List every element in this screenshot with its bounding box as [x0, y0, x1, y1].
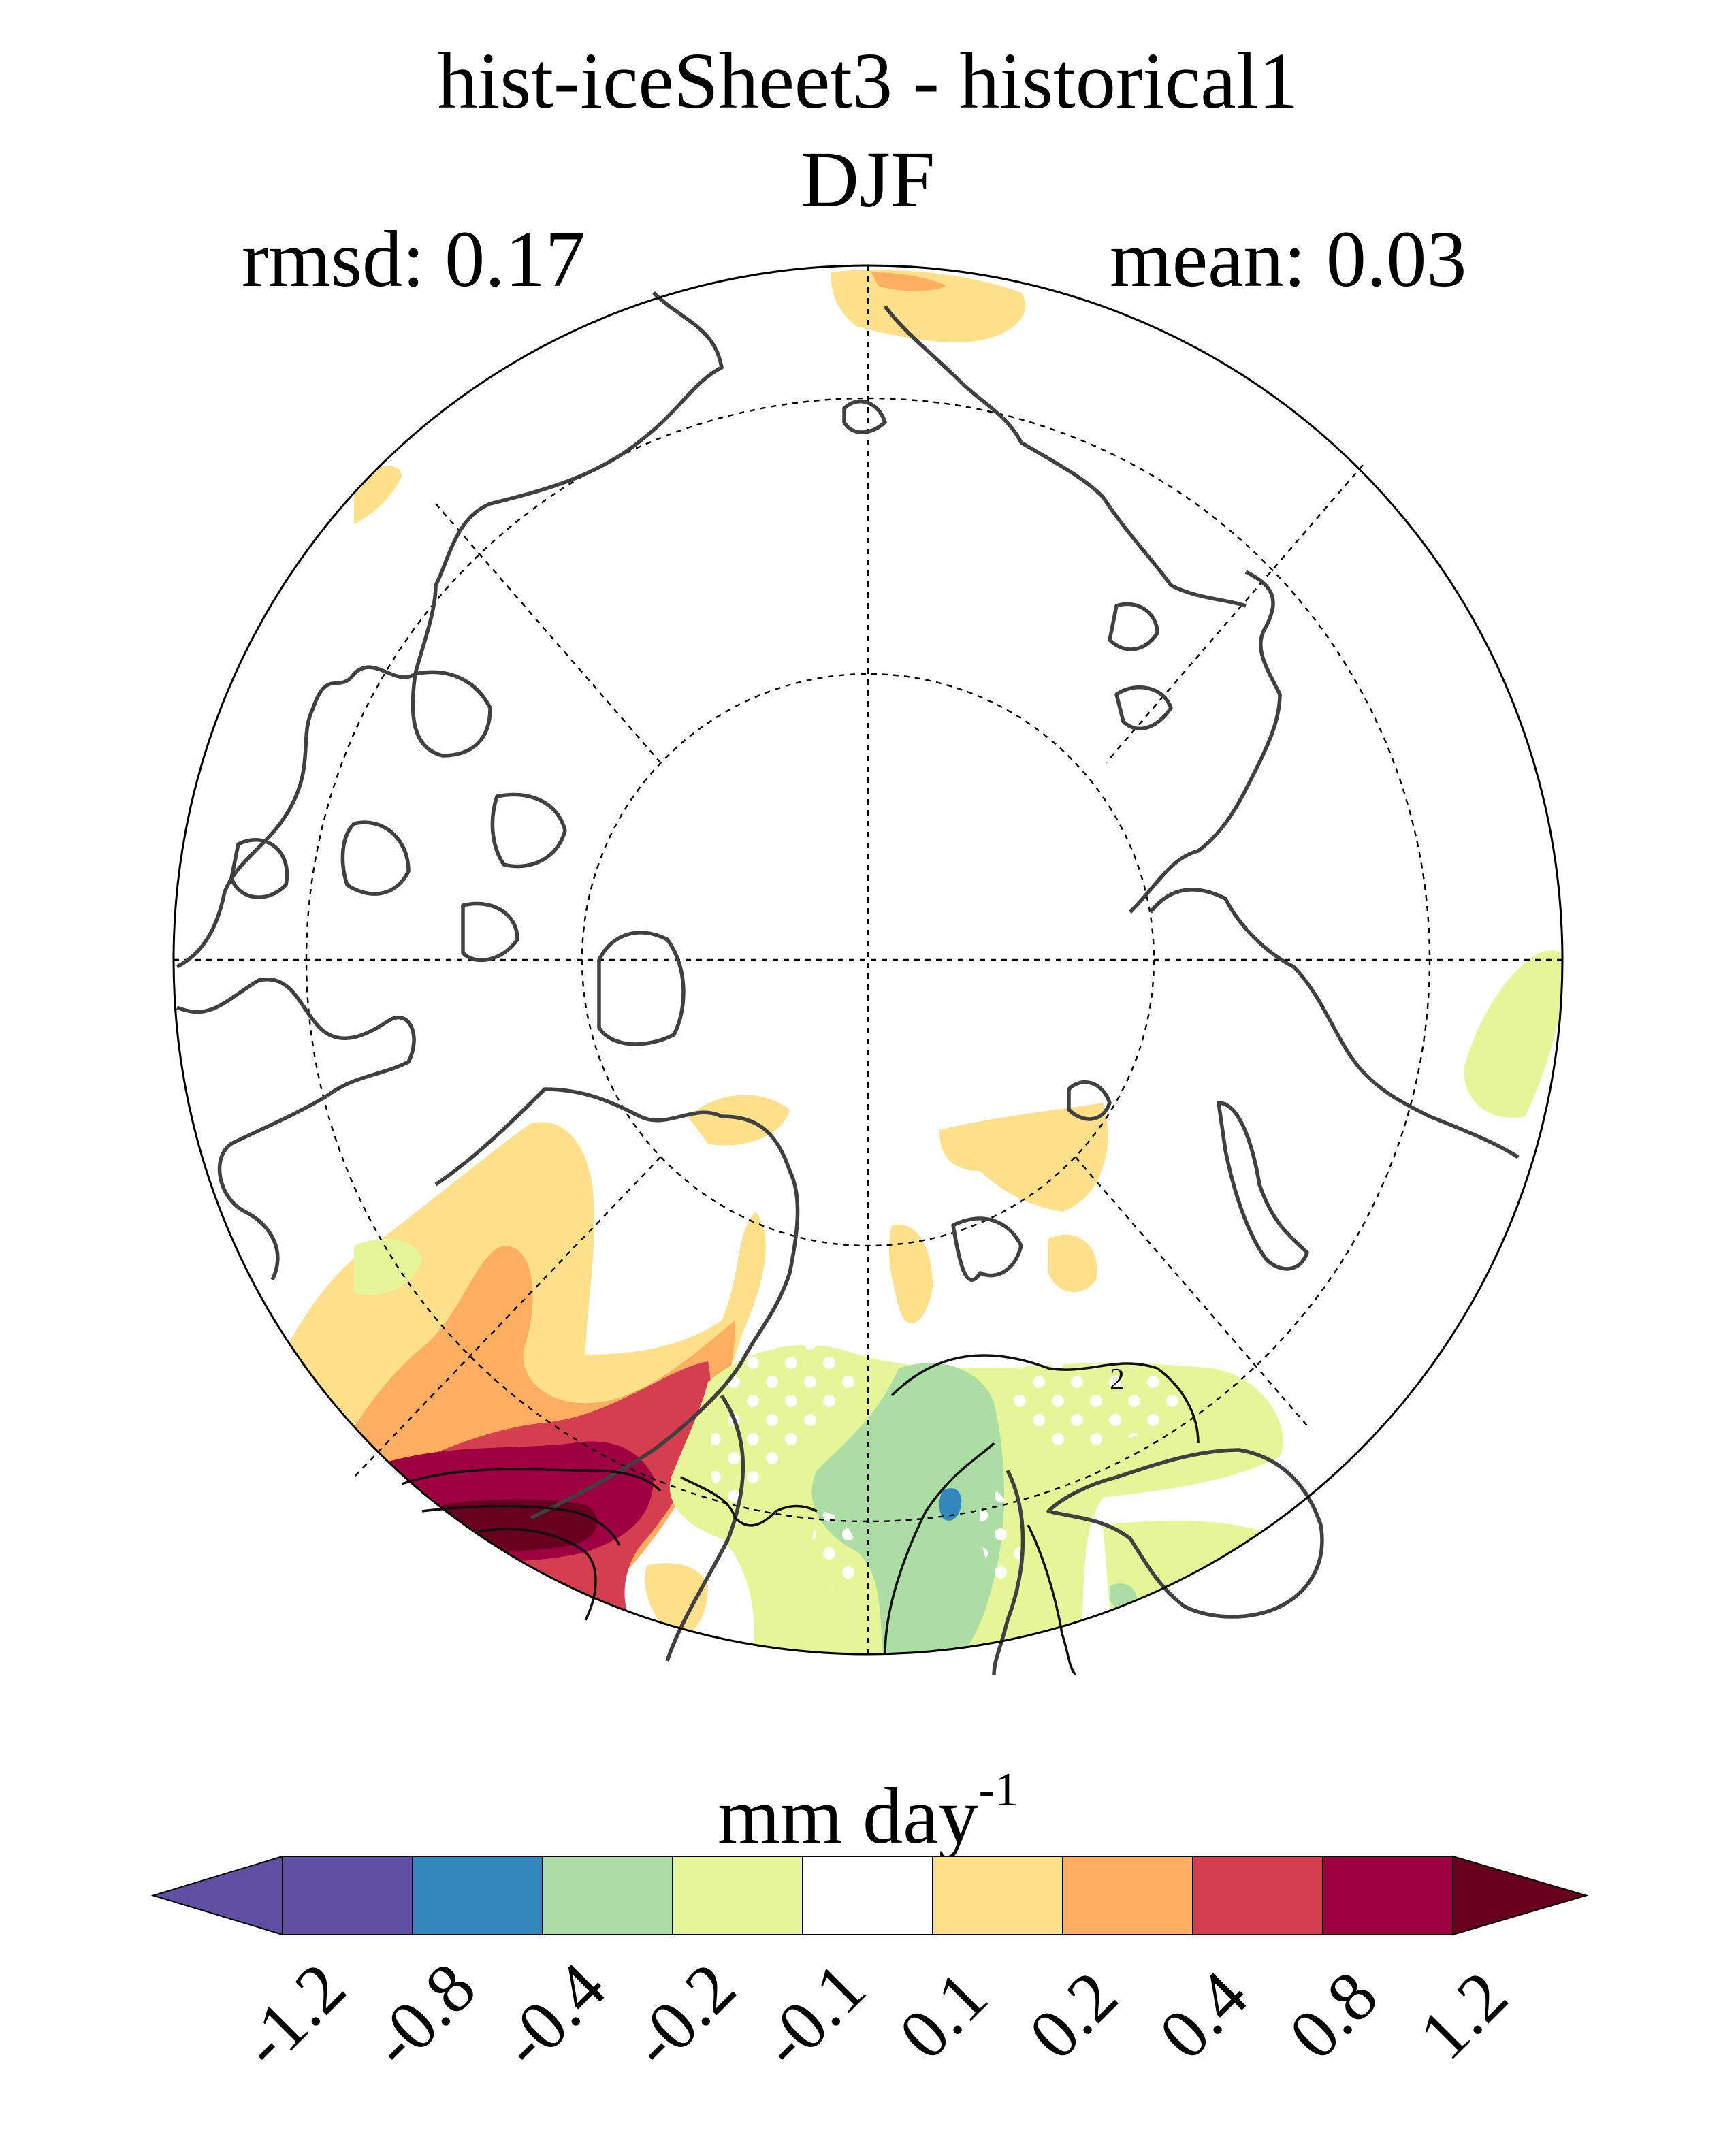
coast-europe — [665, 1394, 745, 1662]
coast-siberia — [1148, 888, 1520, 1159]
colorbar-tick-label: -0.2 — [616, 1948, 751, 2083]
coast-europe-2 — [992, 1469, 1025, 1675]
colorbar-tick-label: -0.8 — [356, 1948, 491, 2083]
colorbar-tick-label: -0.1 — [746, 1948, 881, 2083]
field-positive-svalbard — [888, 1224, 933, 1323]
coast-alaska-canada — [176, 291, 724, 969]
colorbar-box — [802, 1856, 933, 1935]
stippling-europe — [710, 1340, 859, 1511]
field-positive-uk — [645, 1563, 708, 1638]
field-positive-pacific-core — [871, 272, 946, 291]
field-positive-pacific — [831, 270, 1026, 342]
colorbar-box — [1192, 1856, 1323, 1935]
colorbar-box — [672, 1856, 803, 1935]
colorbar-box — [932, 1856, 1063, 1935]
polar-map: 2 — [172, 264, 1564, 1675]
stippling-urals — [980, 1484, 1023, 1587]
field-positive-kara — [1048, 1234, 1097, 1293]
field-negative-0p2 — [811, 1363, 1004, 1654]
coast-arctic-islands-2 — [490, 792, 567, 869]
colorbar-box — [1062, 1856, 1193, 1935]
contours — [401, 1354, 1200, 1675]
graticule — [174, 265, 1562, 1654]
coast-chukotka — [842, 400, 887, 434]
colorbar-tick-label: -0.4 — [486, 1948, 621, 2083]
field-positive-greenland-north — [688, 1095, 790, 1146]
colorbar-box — [412, 1856, 543, 1935]
colorbar-tick-labels: -1.2-0.8-0.4-0.2-0.1 0.1 0.2 0.4 0.8 1.2 — [226, 1948, 1522, 2083]
coast-greenland — [597, 931, 686, 1046]
field-negative-0p1-siberia — [1464, 950, 1562, 1118]
coast-wrangel — [1108, 602, 1159, 651]
colorbar-extend-high — [1452, 1855, 1589, 1936]
colorbar-tick-label: 0.2 — [1014, 1956, 1132, 2074]
colorbar-tick-label: 0.4 — [1144, 1956, 1262, 2074]
coast-arctic-islands-4 — [461, 901, 519, 963]
rmsd-label: rmsd: 0.17 — [242, 214, 585, 304]
contour-atlantic-1 — [401, 1468, 662, 1492]
coast-new-siberian — [1114, 685, 1173, 730]
coastlines — [176, 291, 1520, 1675]
contour-atlantic-3 — [476, 1528, 597, 1621]
contour-europe-1 — [884, 1442, 995, 1655]
coast-svalbard — [951, 1216, 1023, 1282]
stippling-mixed — [810, 1511, 860, 1591]
contour-label: 2 — [1110, 1362, 1125, 1395]
coast-franz-josef — [1067, 1080, 1112, 1121]
contour-scandinavia — [1027, 1524, 1077, 1675]
colorbar-extend-low — [150, 1855, 283, 1936]
field-negative-0p4 — [939, 1488, 962, 1521]
colorbar-units: mm day-1 — [718, 1764, 1018, 1860]
contour-europe-2 — [890, 1354, 1200, 1444]
colorbar-box — [542, 1856, 673, 1935]
coast-arctic-islands-3 — [340, 820, 411, 896]
stippling-siberia — [1008, 1364, 1185, 1450]
field-positive-barents — [939, 1103, 1108, 1212]
coast-scandinavia — [1046, 1448, 1324, 1619]
colorbar-box — [282, 1856, 413, 1935]
colorbar-box — [1322, 1856, 1453, 1935]
mean-label: mean: 0.03 — [1110, 214, 1467, 304]
colorbar-tick-label: 0.1 — [884, 1956, 1002, 2074]
contour-atlantic-2 — [421, 1504, 621, 1546]
colorbar-tick-label: 0.8 — [1274, 1956, 1392, 2074]
map-boundary — [172, 264, 1564, 1656]
coast-hudson — [176, 977, 416, 1281]
plot-subtitle-season: DJF — [801, 135, 935, 224]
coast-east-siberia — [883, 305, 1247, 608]
coast-arctic-islands-1 — [411, 670, 492, 758]
coast-siberia-north — [1129, 570, 1282, 914]
colorbar-boxes — [150, 1855, 1589, 1936]
coast-novaya-zemlya — [1217, 1101, 1309, 1271]
contour-europe-3 — [680, 1476, 818, 1527]
colorbar-tick-label: 1.2 — [1404, 1956, 1522, 2074]
plot-title: hist-iceSheet3 - historical1 — [437, 36, 1299, 125]
coast-labrador — [434, 1087, 800, 1520]
colorbar-tick-label: -1.2 — [226, 1948, 361, 2083]
coast-arctic-islands-5 — [229, 838, 289, 899]
field-negative-0p1-alaska — [354, 1238, 422, 1295]
